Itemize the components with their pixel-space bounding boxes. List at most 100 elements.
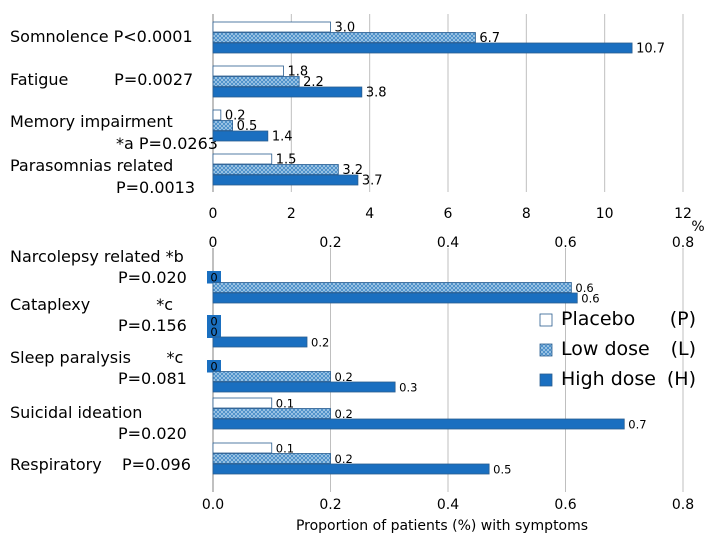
category-label: P=0.081 (118, 369, 187, 388)
low-dose-bar (212, 408, 331, 419)
data-label: 0.5 (237, 119, 258, 134)
category-label: P=0.020 (118, 424, 187, 443)
low-dose-bar (212, 76, 300, 87)
top-panel: 0 2 4 6 8 10 12% Somnolence P<0.0001 Fatigue P=0… (10, 14, 704, 235)
x-tick-label: 0.2 (319, 497, 341, 513)
x-tick-label: 0.4 (437, 497, 459, 513)
data-label: 0.6 (575, 281, 593, 295)
legend-label: Low dose (561, 338, 650, 360)
low-dose-bar (212, 164, 339, 175)
legend-label: Placebo (561, 308, 635, 330)
high-dose-bar (212, 292, 578, 304)
data-label: 0.2 (335, 370, 353, 384)
x-tick-label: 12 (674, 206, 692, 222)
high-dose-bar (212, 463, 490, 475)
high-dose-bar (212, 418, 625, 430)
x-tick-label: 0 (209, 206, 218, 222)
category-label: P=0.156 (118, 316, 187, 335)
category-label: Respiratory P=0.096 (10, 455, 191, 474)
x-unit-label: % (691, 219, 704, 235)
category-label: P=0.020 (118, 268, 187, 287)
data-label: 0.5 (493, 463, 511, 477)
zero-value-box (207, 271, 221, 284)
zero-value-box (207, 360, 221, 373)
x-tick-label: 2 (287, 206, 296, 222)
zero-value-box (207, 315, 221, 328)
x-tick-label: 10 (596, 206, 614, 222)
x-tick-label-top: 0.6 (554, 235, 576, 251)
category-label: Somnolence P<0.0001 (10, 27, 193, 46)
placebo-bar (212, 65, 284, 77)
high-dose-bar (212, 86, 363, 98)
placebo-bar (212, 21, 331, 33)
category-label: P=0.0013 (116, 178, 195, 197)
x-tick-label: 8 (522, 206, 531, 222)
low-dose-bar (212, 282, 572, 293)
zero-value-box (207, 325, 221, 338)
data-label: 0.3 (399, 381, 417, 395)
data-label: 1.5 (276, 153, 297, 168)
legend-abbr: (H) (667, 368, 696, 390)
data-label: 2.2 (303, 75, 324, 90)
x-tick-label: 0.6 (554, 497, 576, 513)
data-label: 0 (210, 360, 217, 374)
low-dose-legend-swatch (539, 343, 553, 357)
high-dose-bar (212, 381, 396, 393)
data-label: 0.2 (225, 109, 246, 124)
legend-abbr: (P) (670, 308, 696, 330)
category-label: Parasomnias related (10, 156, 173, 175)
placebo-bar (212, 153, 273, 165)
category-label: Memory impairment (10, 112, 173, 131)
high-dose-bar (212, 174, 359, 186)
x-axis-label: Proportion of patients (%) with symptoms (296, 518, 588, 534)
category-label: *a P=0.0263 (116, 134, 218, 153)
x-tick-label: 6 (444, 206, 453, 222)
high-dose-bar (212, 42, 633, 54)
data-label: 1.8 (288, 65, 309, 80)
low-dose-bar (212, 371, 331, 382)
x-tick-label: 0.8 (672, 497, 694, 513)
high-dose-bar (212, 130, 269, 142)
data-label: 1.4 (272, 130, 293, 145)
category-label: Narcolepsy related *b (10, 247, 184, 266)
placebo-legend-swatch (539, 313, 553, 327)
data-label: 3.0 (335, 21, 356, 36)
data-label: 0 (210, 271, 217, 285)
high-dose-legend-swatch (539, 373, 553, 387)
low-dose-bar (212, 453, 331, 464)
data-label: 0 (210, 325, 217, 339)
legend-label: High dose (561, 368, 656, 390)
x-tick-label-top: 0.4 (437, 235, 459, 251)
legend: Placebo (P) Low dose (L) High dose (H) (539, 308, 696, 390)
placebo-bar (212, 397, 273, 409)
category-label: Sleep paralysis *c (10, 348, 183, 367)
x-tick-label-top: 0 (209, 235, 218, 251)
data-label: 0.2 (311, 336, 329, 350)
bottom-panel: 0.0 0.2 0.4 0.6 0.8 0 0.2 0.4 0.6 0.8 Narcolepsy r… (10, 235, 694, 513)
category-label: Cataplexy *c (10, 295, 173, 314)
x-tick-label-top: 0.2 (319, 235, 341, 251)
legend-abbr: (L) (671, 338, 696, 360)
x-tick-label-top: 0.8 (672, 235, 694, 251)
placebo-bar (212, 442, 273, 454)
x-tick-label: 4 (365, 206, 374, 222)
data-label: 0.1 (276, 442, 294, 456)
category-label: Suicidal ideation (10, 403, 142, 422)
placebo-bar (212, 109, 222, 121)
low-dose-bar (212, 120, 233, 131)
category-label: Fatigue P=0.0027 (10, 70, 193, 89)
data-label: 3.7 (362, 174, 383, 189)
data-label: 3.2 (342, 163, 363, 178)
data-label: 3.8 (366, 86, 387, 101)
data-label: 0.2 (335, 452, 353, 466)
data-label: 6.7 (479, 31, 500, 46)
data-label: 0.7 (628, 418, 646, 432)
low-dose-bar (212, 32, 476, 43)
high-dose-bar (212, 336, 308, 348)
data-label: 10.7 (636, 42, 665, 57)
data-label: 0 (210, 315, 217, 329)
data-label: 0.6 (581, 292, 599, 306)
data-label: 0.1 (276, 397, 294, 411)
data-label: 0.2 (335, 407, 353, 421)
